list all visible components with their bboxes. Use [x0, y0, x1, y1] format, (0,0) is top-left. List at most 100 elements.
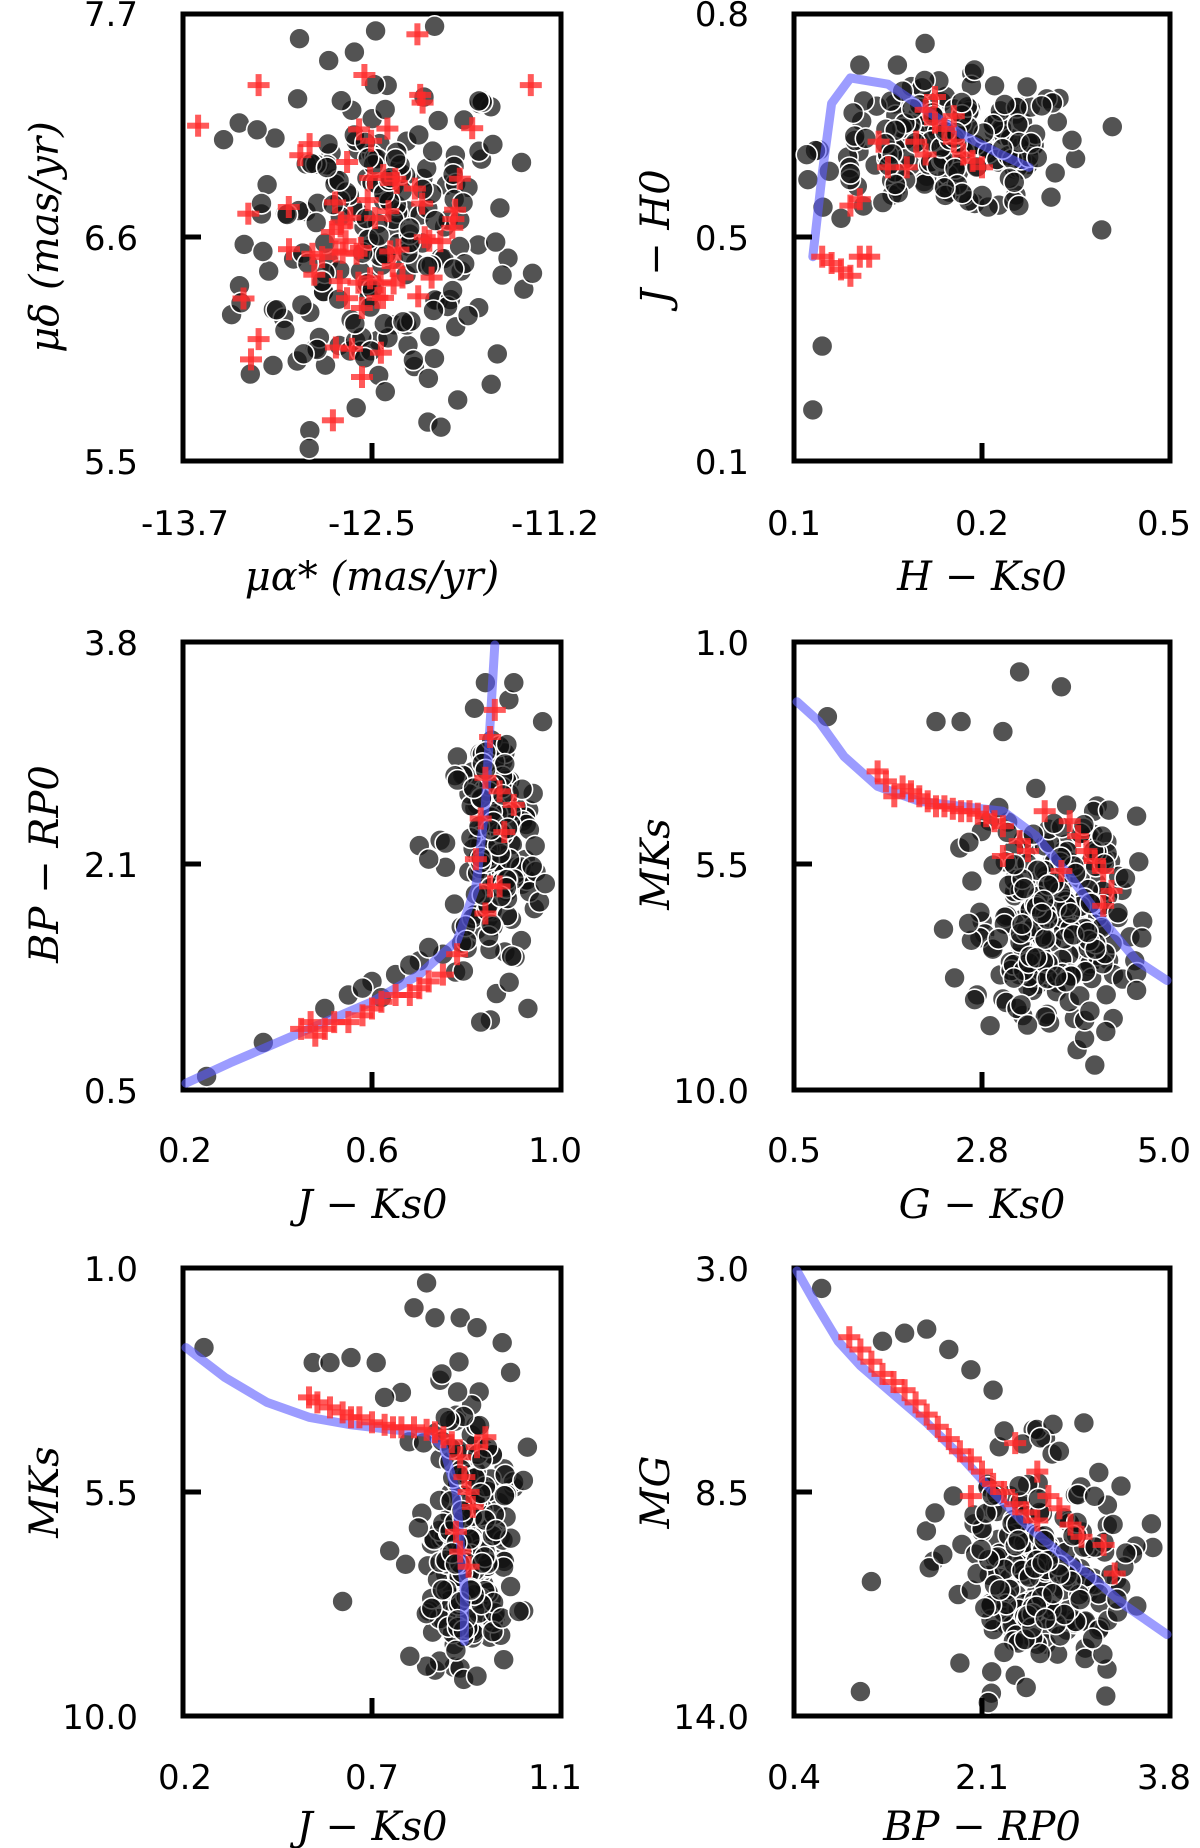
- candidate-point: [820, 252, 843, 274]
- candidate-point: [187, 114, 210, 137]
- x-axis-label: J − Ks0: [290, 1804, 448, 1848]
- panel-mks-jk: 1.0 5.5 10.0 0.2 0.7 1.1 J − Ks0 MKs: [22, 1250, 582, 1848]
- member-point: [297, 437, 321, 460]
- member-point: [970, 184, 994, 207]
- member-point: [448, 1306, 472, 1330]
- candidate-point: [403, 177, 426, 200]
- candidate-point: [488, 780, 511, 803]
- member-point: [991, 720, 1015, 743]
- candidate-point: [411, 192, 434, 215]
- member-point: [1043, 161, 1067, 185]
- candidate-point: [232, 287, 255, 310]
- member-point: [1127, 850, 1151, 874]
- y-tick-label-top: 0.8: [695, 0, 749, 35]
- candidate-point: [991, 815, 1014, 838]
- member-point: [417, 936, 441, 959]
- candidate-point: [1015, 1501, 1038, 1524]
- member-point: [893, 1321, 916, 1345]
- candidate-point: [983, 810, 1006, 833]
- candidate-point: [839, 264, 862, 287]
- candidate-point: [369, 341, 392, 364]
- member-point: [331, 1590, 354, 1613]
- candidate-point: [408, 977, 431, 1000]
- member-point: [484, 230, 508, 254]
- candidate-point: [379, 240, 402, 263]
- x-tick-label-mid: -12.5: [328, 504, 416, 544]
- candidate-point: [353, 64, 376, 86]
- candidate-point: [304, 1024, 327, 1047]
- member-point: [1140, 1512, 1163, 1536]
- candidate-point: [364, 207, 387, 230]
- candidate-point: [440, 1431, 463, 1454]
- member-point: [933, 176, 956, 200]
- member-point: [959, 1358, 983, 1382]
- candidate-point: [303, 263, 326, 286]
- candidate-point: [359, 267, 382, 290]
- member-point: [265, 298, 288, 322]
- x-axis-label: H − Ks0: [896, 554, 1067, 600]
- candidate-point: [359, 166, 382, 189]
- pm-marks: [187, 14, 544, 460]
- candidate-point: [982, 1472, 1005, 1495]
- candidate-point: [1004, 1432, 1027, 1455]
- member-point: [318, 1351, 342, 1374]
- candidate-point: [1067, 825, 1090, 848]
- member-point: [384, 147, 407, 171]
- member-point: [417, 367, 440, 390]
- candidate-point: [991, 845, 1014, 867]
- candidate-point: [370, 990, 393, 1013]
- member-point: [1064, 147, 1087, 170]
- member-point: [398, 1645, 422, 1668]
- y-tick-label-bottom: 5.5: [84, 443, 138, 483]
- member-point: [884, 173, 907, 196]
- candidate-point: [1092, 894, 1115, 917]
- candidate-point: [474, 766, 497, 789]
- candidate-point: [924, 111, 946, 134]
- member-point: [488, 196, 512, 220]
- candidate-point: [442, 208, 465, 231]
- member-point: [924, 710, 948, 733]
- candidate-point: [337, 1011, 360, 1034]
- candidate-point: [328, 270, 351, 293]
- candidate-point: [381, 255, 404, 277]
- member-point: [292, 342, 315, 366]
- candidate-point: [866, 760, 889, 783]
- member-point: [339, 1346, 363, 1369]
- member-point: [417, 847, 441, 871]
- candidate-point: [877, 156, 899, 179]
- member-point: [533, 872, 557, 896]
- candidate-point: [971, 1460, 993, 1483]
- member-point: [1114, 866, 1137, 890]
- member-point: [917, 1556, 941, 1580]
- candidate-point: [479, 726, 502, 748]
- candidate-point: [811, 245, 834, 268]
- candidate-point: [407, 285, 430, 308]
- member-point: [1060, 129, 1084, 152]
- candidate-point: [334, 230, 357, 253]
- member-point: [969, 1538, 993, 1561]
- y-tick-label-mid: 6.6: [84, 219, 138, 259]
- candidate-point: [457, 1555, 480, 1578]
- candidate-point: [449, 1446, 472, 1469]
- member-point: [1025, 946, 1048, 970]
- candidate-point: [1075, 840, 1098, 863]
- member-point: [520, 854, 544, 878]
- x-tick-label-left: 0.4: [767, 1758, 821, 1798]
- candidate-point: [403, 1416, 425, 1439]
- candidate-point: [1103, 1562, 1126, 1585]
- member-point: [531, 710, 554, 734]
- y-tick-label-top: 1.0: [84, 1250, 138, 1290]
- member-point: [1059, 901, 1082, 925]
- member-point: [1010, 912, 1034, 936]
- member-point: [398, 216, 422, 240]
- candidate-point: [417, 970, 440, 993]
- candidate-point: [376, 117, 399, 140]
- member-point: [251, 240, 275, 263]
- member-point: [502, 671, 526, 695]
- candidate-point: [893, 1379, 916, 1402]
- panel-mg-bprp: 3.0 8.5 14.0 0.4 2.1 3.8 BP − RP0 MG: [633, 1250, 1191, 1848]
- member-point: [1015, 75, 1039, 99]
- candidate-point: [1026, 1460, 1049, 1483]
- member-point: [232, 233, 256, 256]
- member-point: [443, 892, 466, 916]
